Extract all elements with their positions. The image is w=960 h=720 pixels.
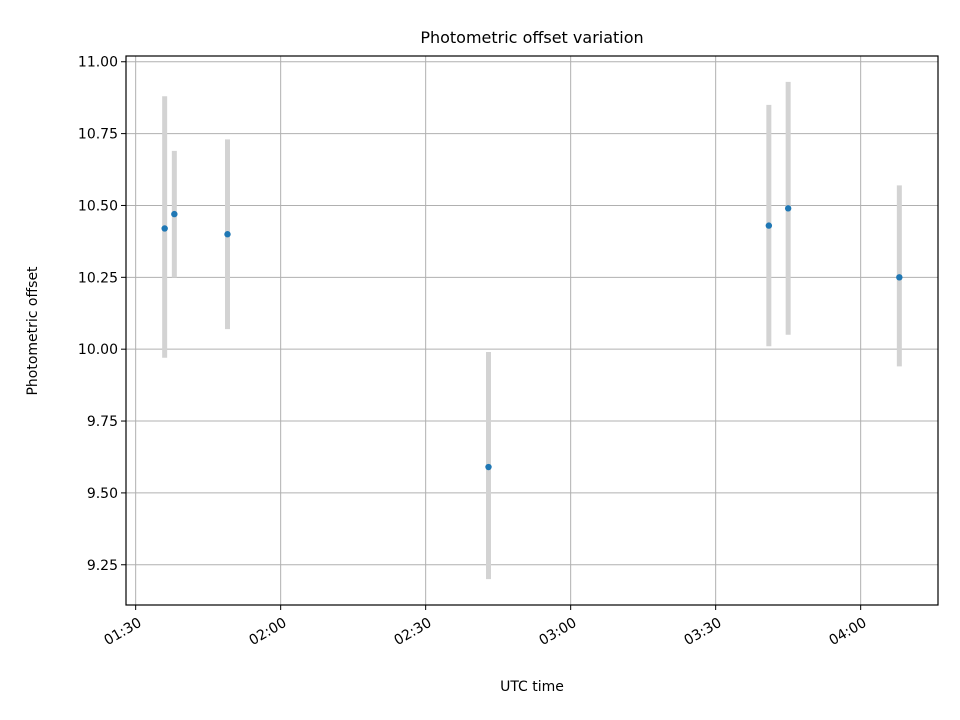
y-tick-label: 10.00	[78, 342, 118, 358]
data-points	[161, 205, 903, 471]
chart-title: Photometric offset variation	[420, 28, 643, 47]
plot-area-frame	[125, 55, 939, 606]
data-point	[485, 463, 492, 471]
y-tick-label: 9.75	[87, 414, 118, 430]
y-tick-label: 10.75	[78, 127, 118, 143]
y-axis-ticks: 9.25 9.50 9.75 10.00 10.25 10.50 10.75 11.00	[78, 55, 126, 574]
x-tick-label: 02:30	[392, 615, 435, 649]
x-tick-label: 03:30	[682, 615, 725, 649]
data-point	[171, 210, 178, 218]
grid-lines	[126, 56, 938, 605]
x-axis-label: UTC time	[500, 679, 564, 695]
y-tick-label: 9.25	[87, 558, 118, 574]
error-bars	[162, 81, 902, 580]
x-tick-label: 02:00	[247, 615, 290, 649]
y-tick-label: 10.50	[78, 198, 118, 214]
y-axis-label: Photometric offset	[25, 266, 41, 396]
x-axis-ticks: 01:30 02:00 02:30 03:00 03:30 04:00	[102, 605, 870, 649]
data-point	[765, 222, 773, 229]
x-tick-label: 04:00	[827, 615, 870, 649]
x-tick-label: 03:00	[537, 615, 580, 649]
data-point	[224, 231, 231, 238]
data-point	[161, 225, 168, 232]
y-tick-label: 9.50	[87, 486, 118, 502]
x-tick-label: 01:30	[102, 615, 145, 649]
data-point	[896, 274, 903, 281]
y-tick-label: 11.00	[78, 55, 118, 71]
data-point	[784, 205, 792, 212]
y-tick-label: 10.25	[78, 270, 118, 286]
